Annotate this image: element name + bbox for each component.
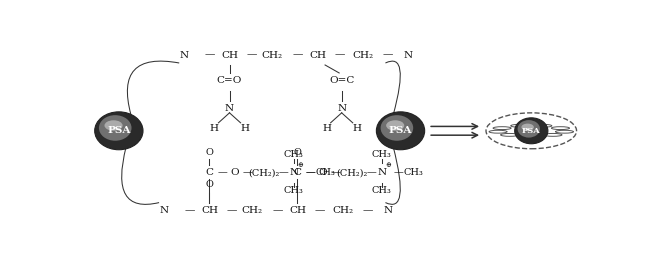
Text: CH: CH (221, 51, 238, 60)
Text: O=C: O=C (329, 76, 354, 85)
Text: CH₃: CH₃ (284, 186, 304, 195)
Text: —: — (247, 51, 257, 60)
Ellipse shape (522, 135, 541, 138)
Ellipse shape (104, 120, 123, 131)
Text: O: O (230, 168, 239, 177)
Text: CH₂: CH₂ (241, 206, 263, 215)
Text: H: H (352, 124, 361, 133)
Text: CH₂: CH₂ (332, 206, 353, 215)
Text: CH₂: CH₂ (352, 51, 373, 60)
Text: —: — (367, 168, 376, 177)
Text: —: — (335, 51, 345, 60)
Text: —: — (279, 168, 289, 177)
Ellipse shape (376, 112, 424, 150)
Ellipse shape (533, 124, 552, 127)
Text: N: N (377, 168, 386, 177)
Text: N: N (160, 206, 169, 215)
Text: —: — (292, 51, 302, 60)
Text: N: N (384, 206, 393, 215)
Text: —: — (227, 206, 237, 215)
Text: —: — (217, 168, 227, 177)
Text: CH: CH (289, 206, 306, 215)
Text: N: N (404, 51, 413, 60)
Ellipse shape (518, 120, 540, 138)
Ellipse shape (511, 124, 529, 127)
Text: CH₃: CH₃ (284, 150, 304, 159)
Text: —: — (184, 206, 195, 215)
Text: O: O (206, 148, 214, 157)
Text: —: — (272, 206, 282, 215)
Text: CH₃: CH₃ (403, 168, 423, 177)
Text: PSA: PSA (389, 126, 412, 135)
Ellipse shape (95, 112, 143, 150)
Text: O: O (293, 148, 301, 157)
Text: N: N (289, 168, 299, 177)
Text: CH₂: CH₂ (262, 51, 283, 60)
Text: C: C (293, 168, 301, 177)
Text: —: — (393, 168, 403, 177)
Text: (CH₂)₂: (CH₂)₂ (336, 168, 367, 177)
Text: —: — (315, 206, 325, 215)
Text: C: C (205, 168, 214, 177)
Text: (CH₂)₂: (CH₂)₂ (248, 168, 279, 177)
Text: O: O (206, 180, 214, 189)
Text: N: N (180, 51, 189, 60)
Ellipse shape (489, 130, 507, 133)
Ellipse shape (380, 115, 413, 141)
Ellipse shape (544, 133, 562, 136)
Ellipse shape (500, 133, 519, 136)
Text: N: N (225, 104, 234, 113)
Text: CH₃: CH₃ (315, 168, 335, 177)
Text: CH: CH (201, 206, 218, 215)
Text: H: H (240, 124, 249, 133)
Text: —: — (242, 168, 252, 177)
Text: CH₃: CH₃ (372, 186, 392, 195)
Text: CH: CH (309, 51, 326, 60)
Ellipse shape (493, 127, 511, 130)
Ellipse shape (521, 124, 534, 131)
Ellipse shape (386, 120, 404, 131)
Text: ⊕: ⊕ (385, 161, 391, 169)
Text: —: — (305, 168, 315, 177)
Text: PSA: PSA (522, 127, 541, 135)
Text: H: H (210, 124, 219, 133)
Text: C=O: C=O (217, 76, 242, 85)
Text: —: — (204, 51, 215, 60)
Text: —: — (305, 168, 315, 177)
Ellipse shape (552, 127, 570, 130)
Text: —: — (383, 51, 393, 60)
Ellipse shape (515, 118, 548, 144)
Circle shape (486, 113, 576, 149)
Text: PSA: PSA (107, 126, 130, 135)
Ellipse shape (556, 130, 574, 133)
Text: ⊕: ⊕ (297, 161, 303, 169)
Ellipse shape (99, 115, 132, 141)
Text: O: O (318, 168, 327, 177)
Text: CH₃: CH₃ (372, 150, 392, 159)
Text: —: — (330, 168, 340, 177)
Text: H: H (322, 124, 331, 133)
Text: —: — (363, 206, 373, 215)
Text: N: N (337, 104, 346, 113)
